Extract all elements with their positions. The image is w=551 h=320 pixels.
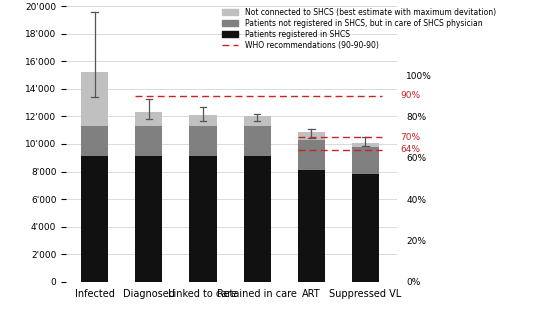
Bar xyxy=(190,126,217,156)
Bar xyxy=(190,115,217,126)
Bar xyxy=(298,170,325,282)
Bar xyxy=(352,143,379,148)
Bar xyxy=(136,126,163,156)
Bar xyxy=(352,148,379,174)
Bar xyxy=(190,156,217,282)
Text: 70%: 70% xyxy=(400,132,420,142)
Bar xyxy=(81,126,108,156)
Bar xyxy=(298,132,325,140)
Bar xyxy=(136,112,163,126)
Bar xyxy=(352,174,379,282)
Text: 64%: 64% xyxy=(400,145,420,154)
Text: 90%: 90% xyxy=(400,91,420,100)
Bar xyxy=(244,156,271,282)
Bar xyxy=(244,126,271,156)
Legend: Not connected to SHCS (best estimate with maximum devitation), Patients not regi: Not connected to SHCS (best estimate wit… xyxy=(219,5,499,52)
Bar xyxy=(81,156,108,282)
Bar xyxy=(244,116,271,126)
Bar xyxy=(298,140,325,170)
Bar xyxy=(81,72,108,126)
Bar xyxy=(136,156,163,282)
